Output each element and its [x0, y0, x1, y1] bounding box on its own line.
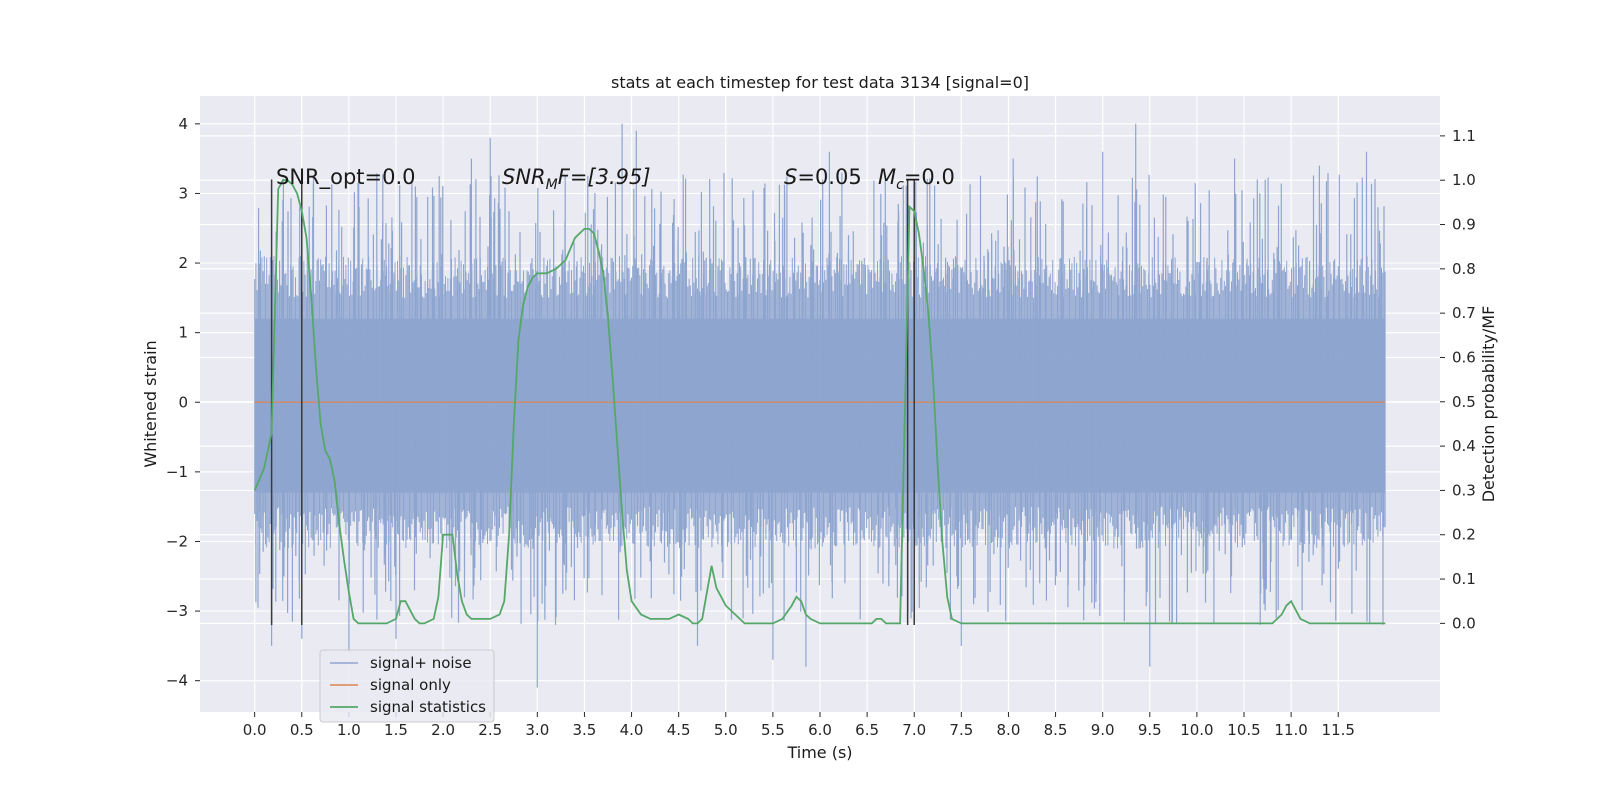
y-tick-label: −4 [166, 672, 188, 690]
x-tick-label: 8.0 [997, 721, 1021, 739]
y-right-tick-label: 0.8 [1452, 260, 1476, 278]
snr-mf-annotation: SNRMF=[3.95] [502, 165, 651, 193]
y-axis-ticks: 4 3 2 1 0 −1 −2 −3 −4 [166, 115, 200, 690]
mc-variable: M [878, 165, 896, 189]
y-tick-label: 1 [178, 324, 188, 342]
x-axis-ticks: 0.0 0.5 1.0 1.5 2.0 2.5 3.0 3.5 4.0 4.5 5.0 5.5 6.0 6… [243, 712, 1355, 739]
x-tick-label: 10.0 [1180, 721, 1213, 739]
snr-mf-rest: F=[3.95] [558, 165, 651, 189]
y-right-tick-label: 0.6 [1452, 348, 1476, 366]
x-tick-label: 10.5 [1227, 721, 1260, 739]
y-right-tick-label: 0.4 [1452, 437, 1476, 455]
y-right-tick-label: 0.3 [1452, 481, 1476, 499]
x-tick-label: 1.0 [337, 721, 361, 739]
legend-label-signal-statistics: signal statistics [370, 698, 486, 716]
legend-label-signal-noise: signal+ noise [370, 654, 472, 672]
x-tick-label: 7.5 [949, 721, 973, 739]
y-right-tick-label: 0.1 [1452, 570, 1476, 588]
x-tick-label: 7.0 [902, 721, 926, 739]
snr-mf-subscript: M [546, 177, 558, 193]
y-axis-label: Whitened strain [141, 340, 160, 467]
legend-box [319, 649, 495, 723]
y-tick-label: 4 [178, 115, 188, 133]
signal-statistics-line [253, 179, 1386, 625]
x-tick-label: 2.5 [478, 721, 502, 739]
signal-noise-series [254, 123, 1386, 688]
signal-statistics-series [253, 179, 1386, 625]
y-right-tick-label: 1.1 [1452, 127, 1476, 145]
x-tick-label: 1.5 [384, 721, 408, 739]
y-right-tick-label: 0.5 [1452, 393, 1476, 411]
legend: signal+ noise signal only signal statist… [319, 649, 495, 723]
x-tick-label: 8.5 [1044, 721, 1068, 739]
y-right-tick-label: 0.2 [1452, 526, 1476, 544]
y-right-tick-label: 0.7 [1452, 304, 1476, 322]
y-tick-label: −2 [166, 532, 188, 550]
legend-label-signal-only: signal only [370, 676, 451, 694]
y-right-axis-ticks: 1.1 1.0 0.9 0.8 0.7 0.6 0.5 0.4 0.3 0.2 0.1 0.0 [1440, 127, 1476, 632]
x-tick-label: 9.0 [1091, 721, 1115, 739]
mc-annotation: Mc=0.0 [878, 165, 955, 193]
y-right-tick-label: 1.0 [1452, 171, 1476, 189]
noise-spikes [255, 123, 1385, 688]
y-right-axis-label: Detection probability/MF [1479, 306, 1498, 503]
y-tick-label: 3 [178, 184, 188, 202]
x-axis-label: Time (s) [786, 743, 852, 762]
mc-subscript: c [896, 177, 904, 193]
x-tick-label: 5.5 [761, 721, 785, 739]
chart-title: stats at each timestep for test data 313… [611, 73, 1029, 92]
x-tick-label: 3.5 [573, 721, 597, 739]
y-tick-label: −1 [166, 463, 188, 481]
x-tick-label: 0.0 [243, 721, 267, 739]
x-tick-label: 5.0 [714, 721, 738, 739]
x-tick-label: 0.5 [290, 721, 314, 739]
x-tick-label: 4.5 [667, 721, 691, 739]
s-variable: S [784, 165, 797, 189]
snr-mf-main: SNR [502, 165, 546, 189]
x-tick-label: 11.0 [1274, 721, 1307, 739]
x-tick-label: 6.5 [855, 721, 879, 739]
s-value: =0.05 [797, 165, 861, 189]
snr-opt-annotation: SNR_opt=0.0 [276, 165, 416, 190]
mc-value: =0.0 [904, 165, 955, 189]
x-tick-label: 11.5 [1322, 721, 1355, 739]
y-tick-label: 2 [178, 254, 188, 272]
x-tick-label: 3.0 [525, 721, 549, 739]
x-tick-label: 9.5 [1138, 721, 1162, 739]
y-right-tick-label: 0.0 [1452, 614, 1476, 632]
y-right-tick-label: 0.9 [1452, 216, 1476, 234]
x-tick-label: 6.0 [808, 721, 832, 739]
s-annotation: S=0.05 [784, 165, 862, 189]
x-tick-label: 4.0 [620, 721, 644, 739]
y-tick-label: −3 [166, 602, 188, 620]
x-tick-label: 2.0 [431, 721, 455, 739]
y-tick-label: 0 [178, 393, 188, 411]
